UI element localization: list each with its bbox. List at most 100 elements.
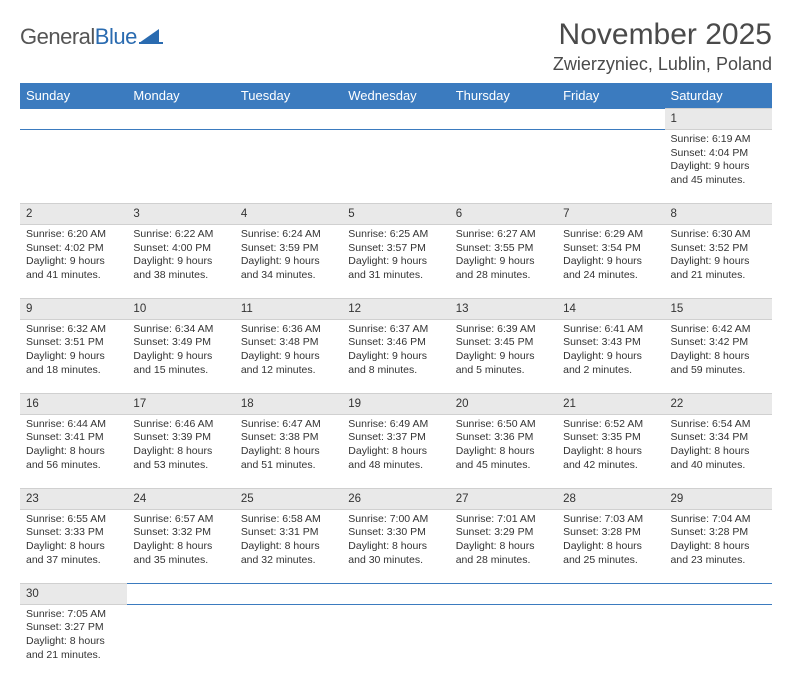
day-number: 13 <box>450 298 557 319</box>
day-number: 27 <box>450 488 557 509</box>
sunrise-text: Sunrise: 6:36 AM <box>241 323 336 337</box>
sunset-text: Sunset: 4:04 PM <box>671 147 766 161</box>
day-cell <box>20 129 127 203</box>
sunrise-text: Sunrise: 7:00 AM <box>348 513 443 527</box>
sunset-text: Sunset: 3:34 PM <box>671 431 766 445</box>
day-number: 5 <box>342 203 449 224</box>
day-number: 20 <box>450 393 557 414</box>
day-cell: Sunrise: 6:25 AMSunset: 3:57 PMDaylight:… <box>342 224 449 298</box>
day-number: 10 <box>127 298 234 319</box>
sunset-text: Sunset: 3:55 PM <box>456 242 551 256</box>
sunset-text: Sunset: 3:42 PM <box>671 336 766 350</box>
week-row: Sunrise: 6:32 AMSunset: 3:51 PMDaylight:… <box>20 319 772 393</box>
day-cell: Sunrise: 6:34 AMSunset: 3:49 PMDaylight:… <box>127 319 234 393</box>
day-number: 1 <box>665 109 772 130</box>
daylight-text: Daylight: 9 hours and 24 minutes. <box>563 255 658 282</box>
day-cell <box>450 604 557 678</box>
day-number <box>235 109 342 130</box>
day-cell: Sunrise: 6:27 AMSunset: 3:55 PMDaylight:… <box>450 224 557 298</box>
weekday-header: Thursday <box>450 83 557 109</box>
header: GeneralBlue November 2025 Zwierzyniec, L… <box>20 18 772 75</box>
day-number-row: 23242526272829 <box>20 488 772 509</box>
day-cell: Sunrise: 7:05 AMSunset: 3:27 PMDaylight:… <box>20 604 127 678</box>
sunrise-text: Sunrise: 6:37 AM <box>348 323 443 337</box>
sunrise-text: Sunrise: 7:01 AM <box>456 513 551 527</box>
day-cell <box>665 604 772 678</box>
day-cell: Sunrise: 7:01 AMSunset: 3:29 PMDaylight:… <box>450 509 557 583</box>
day-number: 28 <box>557 488 664 509</box>
day-number <box>127 583 234 604</box>
day-cell <box>127 129 234 203</box>
weekday-header: Wednesday <box>342 83 449 109</box>
weekday-header: Saturday <box>665 83 772 109</box>
sunset-text: Sunset: 3:29 PM <box>456 526 551 540</box>
day-cell <box>557 604 664 678</box>
month-title: November 2025 <box>553 18 772 52</box>
sunrise-text: Sunrise: 6:47 AM <box>241 418 336 432</box>
day-cell: Sunrise: 6:58 AMSunset: 3:31 PMDaylight:… <box>235 509 342 583</box>
sunset-text: Sunset: 3:48 PM <box>241 336 336 350</box>
sunset-text: Sunset: 3:57 PM <box>348 242 443 256</box>
sunset-text: Sunset: 3:28 PM <box>671 526 766 540</box>
day-number: 23 <box>20 488 127 509</box>
sunset-text: Sunset: 3:46 PM <box>348 336 443 350</box>
daylight-text: Daylight: 9 hours and 31 minutes. <box>348 255 443 282</box>
day-cell <box>235 604 342 678</box>
sunrise-text: Sunrise: 6:25 AM <box>348 228 443 242</box>
weekday-header-row: SundayMondayTuesdayWednesdayThursdayFrid… <box>20 83 772 109</box>
sunset-text: Sunset: 3:54 PM <box>563 242 658 256</box>
day-number: 17 <box>127 393 234 414</box>
day-number-row: 2345678 <box>20 203 772 224</box>
sunset-text: Sunset: 3:37 PM <box>348 431 443 445</box>
day-cell: Sunrise: 6:54 AMSunset: 3:34 PMDaylight:… <box>665 414 772 488</box>
day-number: 29 <box>665 488 772 509</box>
sunrise-text: Sunrise: 6:27 AM <box>456 228 551 242</box>
daylight-text: Daylight: 8 hours and 25 minutes. <box>563 540 658 567</box>
day-number <box>450 583 557 604</box>
daylight-text: Daylight: 8 hours and 45 minutes. <box>456 445 551 472</box>
sunset-text: Sunset: 3:35 PM <box>563 431 658 445</box>
day-cell: Sunrise: 6:41 AMSunset: 3:43 PMDaylight:… <box>557 319 664 393</box>
sunset-text: Sunset: 3:30 PM <box>348 526 443 540</box>
day-number: 8 <box>665 203 772 224</box>
sunrise-text: Sunrise: 6:55 AM <box>26 513 121 527</box>
day-cell: Sunrise: 6:20 AMSunset: 4:02 PMDaylight:… <box>20 224 127 298</box>
sunrise-text: Sunrise: 6:19 AM <box>671 133 766 147</box>
day-number: 19 <box>342 393 449 414</box>
sunset-text: Sunset: 3:39 PM <box>133 431 228 445</box>
daylight-text: Daylight: 8 hours and 40 minutes. <box>671 445 766 472</box>
daylight-text: Daylight: 9 hours and 41 minutes. <box>26 255 121 282</box>
day-number: 22 <box>665 393 772 414</box>
sunset-text: Sunset: 3:43 PM <box>563 336 658 350</box>
day-cell: Sunrise: 6:39 AMSunset: 3:45 PMDaylight:… <box>450 319 557 393</box>
day-number: 2 <box>20 203 127 224</box>
day-number-row: 16171819202122 <box>20 393 772 414</box>
sunset-text: Sunset: 4:02 PM <box>26 242 121 256</box>
daylight-text: Daylight: 8 hours and 30 minutes. <box>348 540 443 567</box>
daylight-text: Daylight: 8 hours and 37 minutes. <box>26 540 121 567</box>
day-number: 15 <box>665 298 772 319</box>
daylight-text: Daylight: 8 hours and 48 minutes. <box>348 445 443 472</box>
location: Zwierzyniec, Lublin, Poland <box>553 54 772 75</box>
sunrise-text: Sunrise: 6:29 AM <box>563 228 658 242</box>
day-number: 30 <box>20 583 127 604</box>
day-cell: Sunrise: 6:47 AMSunset: 3:38 PMDaylight:… <box>235 414 342 488</box>
day-number-row: 30 <box>20 583 772 604</box>
daylight-text: Daylight: 8 hours and 51 minutes. <box>241 445 336 472</box>
sunrise-text: Sunrise: 6:41 AM <box>563 323 658 337</box>
day-cell: Sunrise: 6:57 AMSunset: 3:32 PMDaylight:… <box>127 509 234 583</box>
day-number <box>342 109 449 130</box>
sunrise-text: Sunrise: 6:52 AM <box>563 418 658 432</box>
daylight-text: Daylight: 8 hours and 56 minutes. <box>26 445 121 472</box>
sunrise-text: Sunrise: 6:50 AM <box>456 418 551 432</box>
day-number <box>665 583 772 604</box>
day-cell <box>557 129 664 203</box>
sunrise-text: Sunrise: 7:04 AM <box>671 513 766 527</box>
weekday-header: Friday <box>557 83 664 109</box>
sunrise-text: Sunrise: 6:34 AM <box>133 323 228 337</box>
sunset-text: Sunset: 3:36 PM <box>456 431 551 445</box>
sunset-text: Sunset: 3:33 PM <box>26 526 121 540</box>
sunrise-text: Sunrise: 6:30 AM <box>671 228 766 242</box>
day-number <box>450 109 557 130</box>
sunrise-text: Sunrise: 6:49 AM <box>348 418 443 432</box>
